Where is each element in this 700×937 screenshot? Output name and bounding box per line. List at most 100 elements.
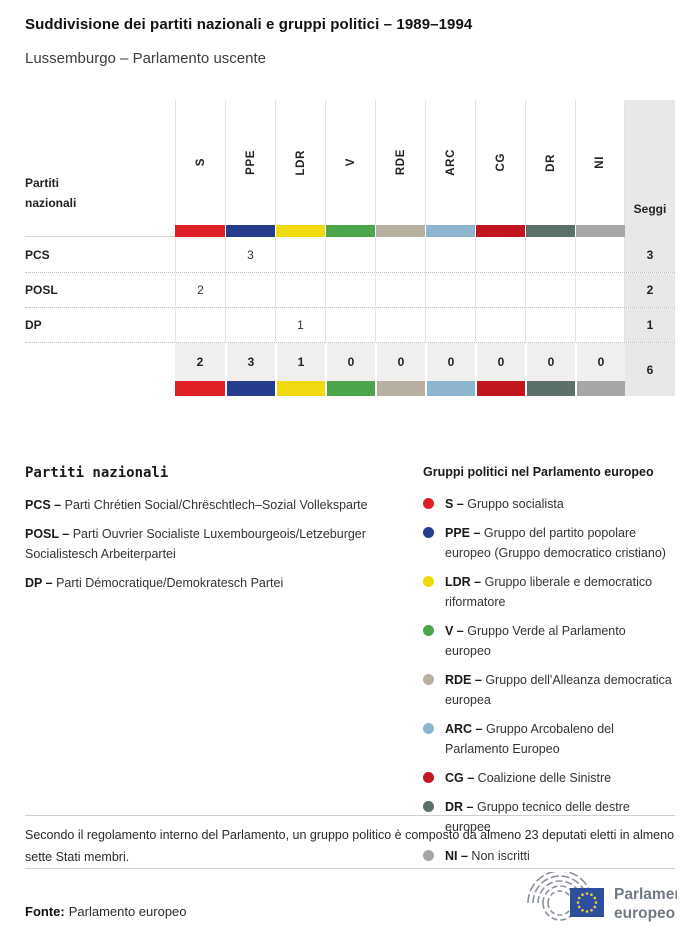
color-swatch-arc (425, 225, 475, 237)
column-header-dr: DR (525, 100, 575, 225)
group-name: Gruppo Arcobaleno del Parlamento Europeo (445, 722, 614, 756)
color-swatch-cg (475, 225, 525, 237)
color-swatch-rde (375, 225, 425, 237)
cell-value (175, 308, 225, 342)
cell-value (375, 273, 425, 307)
legend-group-dr: DR – Gruppo tecnico delle destre europee (423, 797, 675, 837)
color-swatch-ni (575, 225, 625, 237)
group-name: Gruppo del partito popolare europeo (Gru… (445, 526, 666, 560)
total-value: 0 (575, 343, 625, 381)
cell-value: 3 (225, 237, 275, 272)
legend-parties-title: Partiti nazionali (25, 465, 169, 481)
legend-groups-title: Gruppi politici nel Parlamento europeo (423, 465, 654, 479)
group-text: S – Gruppo socialista (445, 494, 564, 514)
seats-table: Partiti nazionali S PPE LDR V RDE ARC CG… (25, 100, 675, 396)
cell-value (525, 273, 575, 307)
footnote: Secondo il regolamento interno del Parla… (25, 828, 675, 864)
totals-spacer (25, 343, 175, 381)
party-name: Parti Ouvrier Socialiste Luxembourgeois/… (25, 527, 366, 561)
seats-value: 3 (625, 237, 675, 272)
color-swatch-ppe (225, 381, 275, 396)
group-color-dot (423, 801, 434, 812)
cell-value (275, 273, 325, 307)
seats-value: 1 (625, 308, 675, 342)
column-header-label: S (194, 158, 207, 167)
column-header-ni: NI (575, 100, 625, 225)
cell-value (425, 273, 475, 307)
table-row-pcs: PCS 3 3 (25, 237, 675, 272)
group-text: LDR – Gruppo liberale e democratico rifo… (445, 572, 675, 612)
eu-flag-stars (576, 892, 598, 913)
group-name: Coalizione delle Sinistre (477, 771, 612, 785)
legend-group-v: V – Gruppo Verde al Parlamento europeo (423, 621, 675, 661)
group-name: Gruppo dell'Alleanza democratica europea (445, 673, 672, 707)
table-header-row: Partiti nazionali S PPE LDR V RDE ARC CG… (25, 100, 675, 225)
party-name: Parti Démocratique/Demokratesch Partei (56, 576, 284, 590)
total-value: 0 (525, 343, 575, 381)
color-swatch-s (175, 381, 225, 396)
cell-value (325, 273, 375, 307)
legend-group-ppe: PPE – Gruppo del partito popolare europe… (423, 523, 675, 563)
group-color-bar (25, 225, 675, 237)
row-header-line2: nazionali (25, 196, 77, 210)
group-code: PPE – (445, 526, 481, 540)
cell-value (575, 237, 625, 272)
group-name: Gruppo liberale e democratico riformator… (445, 575, 653, 609)
column-header-label: CG (494, 153, 507, 172)
group-color-dot (423, 674, 434, 685)
logo-text-line2: europeo (614, 905, 675, 922)
party-label: POSL (25, 283, 58, 297)
seats-column-header: Seggi (625, 100, 675, 225)
page-subtitle: Lussemburgo – Parlamento uscente (25, 50, 266, 67)
seats-column-bar-spacer (625, 225, 675, 237)
totals-color-bar (25, 381, 675, 396)
group-text: NI – Non iscritti (445, 846, 530, 866)
total-value: 2 (175, 343, 225, 381)
color-swatch-ppe (225, 225, 275, 237)
row-header-label: Partiti nazionali (25, 100, 175, 225)
total-value: 0 (325, 343, 375, 381)
legend-group-ldr: LDR – Gruppo liberale e democratico rifo… (423, 572, 675, 612)
source-line: Fonte: Parlamento europeo (25, 904, 187, 919)
color-swatch-dr (525, 225, 575, 237)
party-label: DP (25, 318, 42, 332)
column-header-label: PPE (244, 150, 257, 175)
group-code: NI – (445, 849, 468, 863)
logo-text-line1: Parlamento (614, 886, 677, 903)
group-color-dot (423, 576, 434, 587)
page-title: Suddivisione dei partiti nazionali e gru… (25, 16, 473, 33)
cell-value (225, 273, 275, 307)
column-header-cg: CG (475, 100, 525, 225)
total-value: 0 (425, 343, 475, 381)
divider-bottom (25, 868, 675, 869)
column-header-label: V (344, 158, 357, 167)
column-header-label: DR (544, 153, 557, 172)
group-color-dot (423, 723, 434, 734)
group-code: LDR – (445, 575, 482, 589)
group-code: S – (445, 497, 464, 511)
color-swatch-ldr (275, 225, 325, 237)
group-text: V – Gruppo Verde al Parlamento europeo (445, 621, 675, 661)
group-text: DR – Gruppo tecnico delle destre europee (445, 797, 675, 837)
cell-value (375, 308, 425, 342)
color-swatch-cg (475, 381, 525, 396)
party-name: Parti Chrétien Social/Chrëschtlech–Sozia… (64, 498, 368, 512)
cell-value (475, 237, 525, 272)
column-header-label: RDE (394, 149, 407, 176)
cell-value (275, 237, 325, 272)
color-swatch-rde (375, 381, 425, 396)
group-code: CG – (445, 771, 475, 785)
legend-political-groups: Gruppi politici nel Parlamento europeo S… (423, 465, 675, 875)
totals-section: 2 3 1 0 0 0 0 0 0 (25, 342, 675, 396)
color-swatch-dr (525, 381, 575, 396)
cell-value (375, 237, 425, 272)
column-header-ldr: LDR (275, 100, 325, 225)
group-code: V – (445, 624, 464, 638)
row-header-line1: Partiti (25, 176, 60, 190)
total-value: 0 (375, 343, 425, 381)
column-header-v: V (325, 100, 375, 225)
group-text: PPE – Gruppo del partito popolare europe… (445, 523, 675, 563)
group-color-dot (423, 625, 434, 636)
cell-value (525, 308, 575, 342)
